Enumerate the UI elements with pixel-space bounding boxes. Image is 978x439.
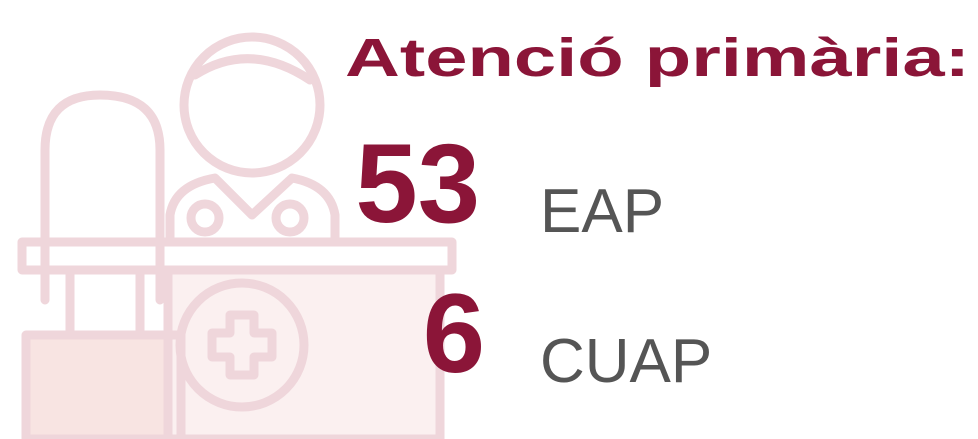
item-label: CUAP [540, 327, 712, 396]
item-number: 6 [423, 271, 485, 396]
item-number: 53 [355, 121, 480, 246]
item-label: EAP [540, 177, 664, 246]
title: Atenció primària: [345, 28, 970, 88]
doctor-illustration [17, 32, 457, 439]
